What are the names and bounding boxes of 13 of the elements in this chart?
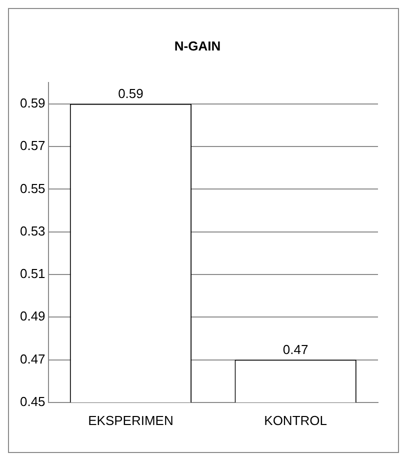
chart-title: N-GAIN	[174, 38, 221, 54]
y-tick-label: 0.49	[20, 308, 46, 324]
data-label: 0.59	[118, 86, 144, 101]
y-tick-label: 0.47	[20, 351, 46, 366]
data-label: 0.47	[282, 342, 308, 357]
x-tick-label: EKSPERIMEN	[88, 412, 174, 428]
y-tick-label: 0.53	[20, 223, 46, 238]
y-tick-label: 0.45	[20, 394, 46, 409]
x-tick-label: KONTROL	[264, 412, 327, 428]
y-tick-label: 0.51	[20, 266, 46, 282]
y-tick-label: 0.59	[20, 96, 46, 110]
y-tick-label: 0.57	[20, 138, 46, 154]
y-tick-label: 0.55	[20, 180, 46, 196]
